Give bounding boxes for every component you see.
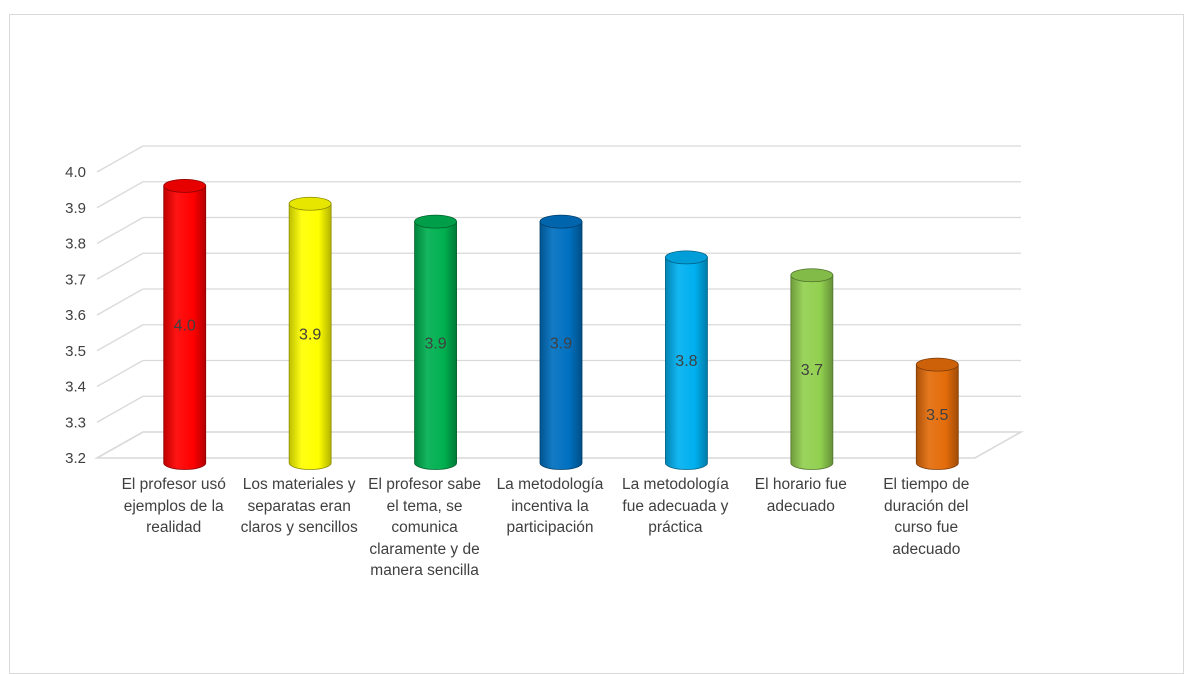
bar-body-3: [539, 221, 583, 470]
bar-3: [539, 214, 583, 470]
bar-top-4: [665, 250, 708, 265]
bar-body-1: [288, 203, 332, 470]
bar-6: [915, 357, 959, 470]
y-tick-label-7: 3.9: [65, 200, 86, 217]
side-gridline-2: [96, 359, 144, 388]
bar-top-1: [288, 196, 332, 211]
data-labels: 4.0 3.9 3.9 3.9 3.8 3.7 3.5: [174, 317, 949, 423]
x-category-label-0: El profesor usó ejemplos de la realidad: [121, 476, 226, 536]
y-tick-label-6: 3.8: [65, 236, 86, 253]
side-gridline-3: [96, 324, 144, 352]
bar-4: [665, 250, 708, 470]
x-category-label-6: El tiempo de duración del curso fue adec…: [883, 476, 970, 558]
data-label-4: 3.8: [675, 353, 697, 370]
bar-top-3: [539, 214, 583, 229]
data-label-6: 3.5: [926, 407, 948, 424]
y-tick-label-8: 4.0: [65, 164, 86, 181]
data-label-0: 4.0: [174, 317, 196, 334]
bar-top-6: [915, 357, 959, 372]
y-axis: 3.2 3.3 3.4 3.5 3.6 3.7 3.8 3.9 4.0: [65, 164, 86, 467]
y-tick-label-4: 3.6: [65, 307, 86, 324]
x-category-label-1: Los materiales y separatas eran claros y…: [240, 476, 358, 536]
y-tick-label-3: 3.5: [65, 343, 86, 360]
side-gridline-8: [96, 145, 144, 173]
y-tick-label-0: 3.2: [65, 450, 86, 467]
data-label-1: 3.9: [299, 326, 321, 343]
bar-0: [163, 178, 207, 470]
bar-body-0: [163, 185, 207, 470]
side-gridline-4: [96, 288, 144, 316]
bar-body-2: [414, 221, 457, 470]
bar-2: [414, 214, 457, 470]
y-tick-label-1: 3.3: [65, 414, 86, 431]
x-category-label-4: La metodología fue adecuada y práctica: [621, 476, 729, 536]
y-tick-label-5: 3.7: [65, 271, 86, 288]
bar-top-0: [163, 178, 207, 193]
x-category-label-3: La metodología incentiva la participació…: [496, 476, 604, 536]
data-label-2: 3.9: [424, 335, 446, 352]
side-gridline-1: [96, 395, 144, 423]
bar-body-5: [790, 274, 834, 470]
bar-body-6: [915, 364, 959, 470]
x-category-label-2: El profesor sabe el tema, se comunica cl…: [368, 476, 481, 579]
bar-body-4: [665, 256, 708, 470]
data-label-3: 3.9: [550, 335, 572, 352]
bar-top-2: [414, 214, 457, 229]
side-gridline-6: [96, 216, 144, 245]
bar-5: [790, 268, 834, 470]
data-label-5: 3.7: [801, 362, 823, 379]
y-tick-label-2: 3.4: [65, 379, 86, 396]
bars: [163, 178, 959, 470]
x-category-label-5: El horario fue adecuado: [754, 476, 847, 515]
side-gridline-5: [96, 252, 144, 280]
bar-top-5: [790, 268, 834, 283]
bar-chart: 3.2 3.3 3.4 3.5 3.6 3.7 3.8 3.9 4.0 4.0 3.9 3.9 3.9…: [65, 145, 1025, 470]
side-gridline-7: [96, 181, 144, 209]
bar-1: [288, 196, 332, 470]
